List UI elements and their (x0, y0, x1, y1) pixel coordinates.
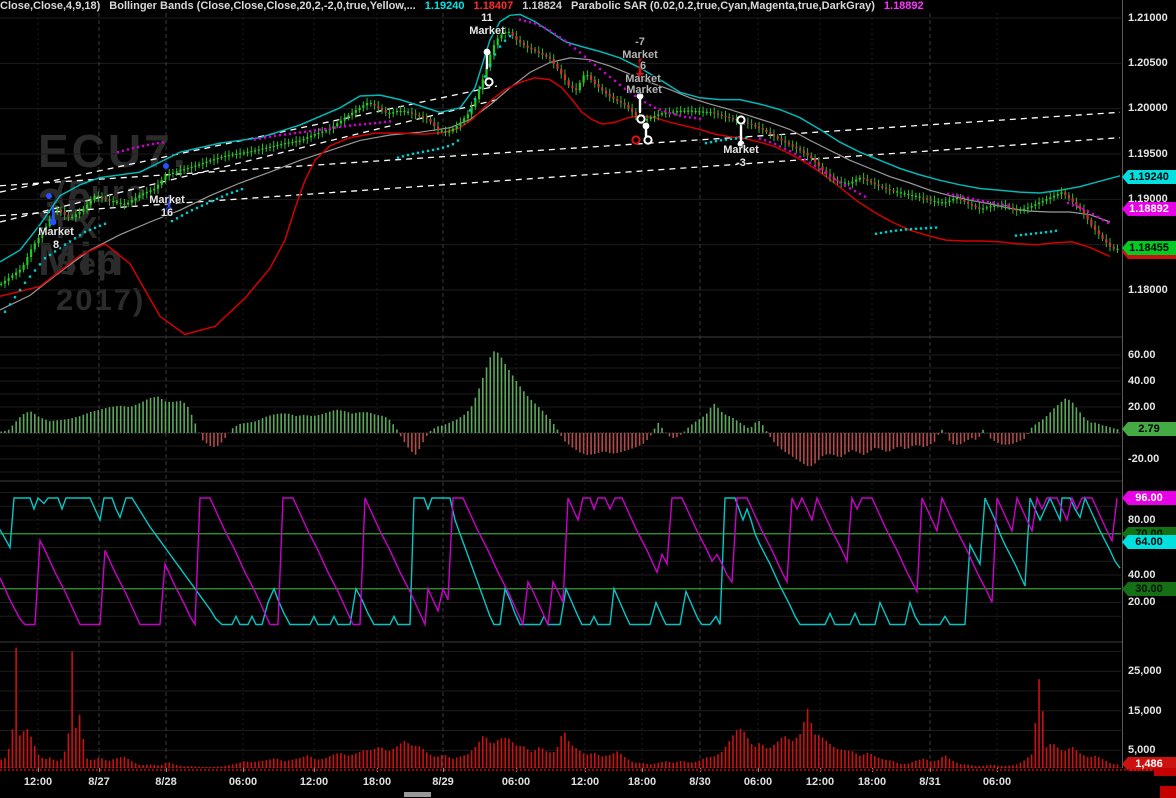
horizontal-scrollbar-thumb[interactable] (404, 792, 431, 797)
aroon-down-line (0, 495, 1118, 628)
bollinger-middle-line (0, 57, 1111, 311)
watermark-symbol: ECU7, 30 Min (38, 125, 189, 285)
time-axis-date-label: 8/30 (689, 776, 711, 788)
aroon-axis-label: 80.00 (1128, 514, 1156, 526)
time-axis-time-label: 12:00 (570, 776, 600, 788)
time-axis-date-label: 8/28 (155, 776, 177, 788)
price-candles (0, 26, 1119, 289)
price-badge: 96.00 (1122, 491, 1176, 505)
time-axis-red-dotted-line (0, 769, 1154, 771)
aroon-axis-label: 40.00 (1128, 569, 1156, 581)
time-axis-time-label: 18:00 (362, 776, 392, 788)
time-axis-time-label: 12:00 (805, 776, 835, 788)
price-axis-label: 1.20000 (1128, 102, 1168, 114)
price-badge: 30.00 (1122, 582, 1176, 596)
time-axis-time-label: 06:00 (982, 776, 1012, 788)
price-badge: 1,486 (1122, 757, 1176, 771)
aroon-up-line (0, 495, 1121, 626)
watermark-description: (Euro FX Sep 2017) (56, 174, 147, 317)
bollinger-upper-value: 1.19240 (424, 0, 465, 12)
histogram-bars (0, 351, 1121, 467)
market-order-annotation: Market -3 (723, 144, 759, 169)
price-axis-strip (1122, 0, 1176, 798)
price-badge: 64.00 (1122, 535, 1176, 549)
indicator-params-left: Close,Close,4,9,18) (0, 0, 101, 12)
time-axis-time-label: 12:00 (299, 776, 329, 788)
red-marker-block (1154, 768, 1176, 776)
psar-label: Parabolic SAR (0.02,0.2,true,Cyan,Magent… (571, 0, 875, 12)
histogram-axis-label: 60.00 (1128, 349, 1156, 361)
time-axis-date-label: 8/27 (88, 776, 110, 788)
price-badge: 1.19240 (1122, 170, 1176, 184)
price-badge: 1.18455 (1122, 241, 1176, 255)
psar-value: 1.18892 (883, 0, 924, 12)
histogram-axis-label: 20.00 (1128, 401, 1156, 413)
histogram-axis-label: 40.00 (1128, 375, 1156, 387)
bollinger-upper-line (0, 13, 1121, 263)
market-order-annotation: Market 16 (149, 194, 185, 219)
price-axis-label: 1.18000 (1128, 284, 1168, 296)
price-axis-label: 1.20500 (1128, 57, 1168, 69)
time-axis[interactable]: 12:00 8/27 8/28 06:00 12:00 18:00 8/29 06:00 12:… (0, 768, 1176, 798)
parabolic-sar-dots (3, 18, 1110, 313)
indicator-header: Close,Close,4,9,18) Bollinger Bands (Clo… (0, 0, 1176, 13)
histogram-axis-label: -20.00 (1128, 453, 1160, 465)
bollinger-label: Bollinger Bands (Close,Close,Close,20,2,… (109, 0, 416, 12)
price-axis-label: 1.19500 (1128, 148, 1168, 160)
bollinger-middle-value: 1.18824 (522, 0, 563, 12)
volume-bars (0, 647, 1119, 768)
aroon-axis-label: 20.00 (1128, 596, 1156, 608)
volume-axis-label: 25,000 (1128, 665, 1162, 677)
price-badge: 2.79 (1122, 422, 1176, 436)
volume-axis-label: 5,000 (1128, 744, 1156, 756)
price-axis-label: 1.21000 (1128, 12, 1168, 24)
market-order-annotation: 11 Market (469, 12, 505, 37)
time-axis-date-label: 8/31 (919, 776, 941, 788)
red-corner-block (1160, 786, 1176, 798)
time-axis-time-label: 06:00 (743, 776, 773, 788)
market-order-annotation: Market (626, 84, 662, 96)
market-order-annotation: Market 8 (38, 226, 74, 251)
time-axis-time-label: 18:00 (627, 776, 657, 788)
market-order-annotation: 6 Market (625, 60, 661, 85)
bollinger-bands (0, 13, 1121, 336)
time-axis-time-label: 12:00 (23, 776, 53, 788)
aroon-panel (0, 495, 1121, 628)
volume-axis-label: 15,000 (1128, 705, 1162, 717)
bollinger-lower-line (0, 77, 1111, 336)
time-axis-time-label: 06:00 (228, 776, 258, 788)
time-axis-time-label: 18:00 (857, 776, 887, 788)
grid-lines (0, 13, 1176, 769)
execution-markers (46, 48, 746, 226)
time-axis-time-label: 06:00 (501, 776, 531, 788)
bollinger-lower-value: 1.18407 (473, 0, 514, 12)
time-axis-date-label: 8/29 (432, 776, 454, 788)
price-badge: 1.18892 (1122, 202, 1176, 216)
market-order-annotation: -7 Market (622, 36, 658, 61)
